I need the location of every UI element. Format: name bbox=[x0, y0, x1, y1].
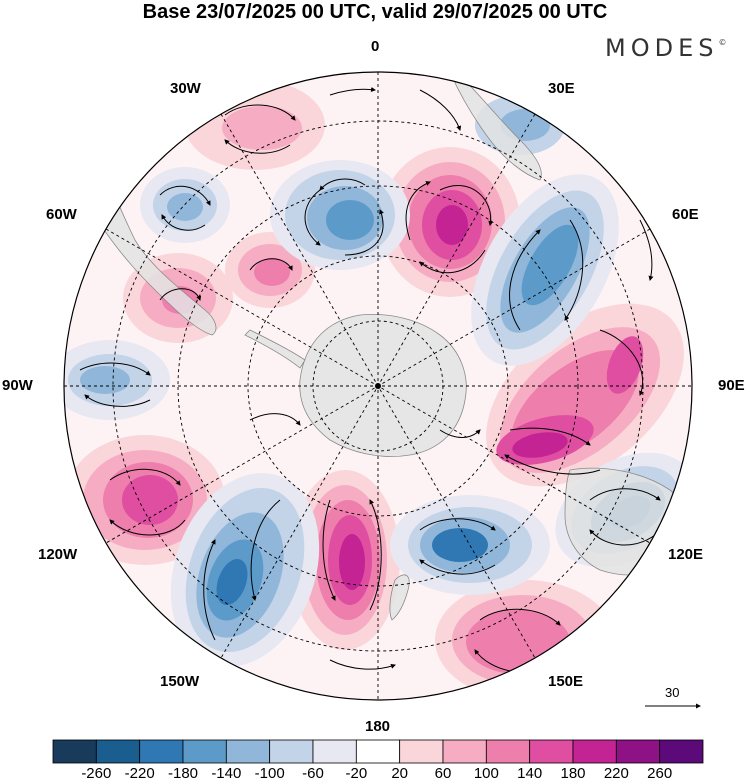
lon-label-30e: 30E bbox=[548, 80, 575, 97]
lon-label-60w: 60W bbox=[46, 206, 77, 223]
new-zealand bbox=[389, 574, 410, 621]
colorbar-label: -220 bbox=[124, 765, 155, 782]
colorbar-swatch-6 bbox=[312, 739, 357, 764]
africa bbox=[449, 72, 542, 181]
lon-label-90e: 90E bbox=[718, 377, 745, 394]
colorbar-swatch-7 bbox=[355, 739, 401, 764]
colorbar-label: 180 bbox=[560, 765, 586, 782]
positive-anomaly-0e-sector bbox=[380, 147, 520, 297]
antarctica bbox=[299, 314, 467, 457]
colorbar-swatch-9 bbox=[442, 739, 487, 764]
colorbar-label: -20 bbox=[345, 765, 368, 782]
map-frame bbox=[63, 71, 693, 701]
lon-label-180: 180 bbox=[365, 718, 391, 735]
colorbar-label: 140 bbox=[517, 765, 543, 782]
reference-vector-label: 30 bbox=[665, 685, 680, 700]
lon-label-0: 0 bbox=[371, 38, 380, 55]
colorbar-label: -100 bbox=[254, 765, 285, 782]
colorbar-swatch-8 bbox=[399, 739, 444, 764]
colorbar-label: -260 bbox=[81, 765, 112, 782]
colorbar-swatch-13 bbox=[615, 739, 661, 764]
colorbar-label: 100 bbox=[473, 765, 499, 782]
lon-label-120w: 120W bbox=[38, 546, 78, 563]
chart-title: Base 23/07/2025 00 UTC, valid 29/07/2025… bbox=[142, 1, 608, 23]
lon-label-30w: 30W bbox=[170, 80, 201, 97]
negative-anomaly-90w bbox=[64, 340, 170, 420]
colorbar-swatch-3 bbox=[182, 739, 227, 764]
colorbar-swatch-14 bbox=[659, 739, 704, 764]
colorbar-swatch-5 bbox=[269, 739, 314, 764]
colorbar-label: -180 bbox=[167, 765, 199, 782]
colorbar-swatch-4 bbox=[225, 739, 271, 764]
anomaly-field bbox=[64, 80, 692, 700]
colorbar-swatch-0 bbox=[52, 739, 97, 764]
lon-label-150e: 150E bbox=[548, 673, 584, 690]
negative-anomaly-0-sector bbox=[270, 160, 410, 270]
colorbar-label: 20 bbox=[391, 765, 408, 782]
lon-label-120e: 120E bbox=[668, 546, 704, 563]
lon-label-150w: 150W bbox=[160, 673, 200, 690]
modes-logo: MODES© bbox=[605, 34, 727, 62]
copyright-mark: © bbox=[718, 38, 727, 47]
colorbar-swatch-10 bbox=[485, 739, 531, 764]
colorbar-swatch-11 bbox=[529, 739, 574, 764]
colorbar-label: 60 bbox=[434, 765, 452, 782]
colorbar-label: -140 bbox=[211, 765, 242, 782]
colorbar-label: 220 bbox=[603, 765, 629, 782]
antarctic-peninsula bbox=[244, 329, 306, 369]
colorbar-swatch-2 bbox=[139, 739, 184, 764]
lon-label-90w: 90W bbox=[2, 377, 33, 394]
negative-anomaly-150w bbox=[170, 473, 320, 667]
colorbar-label: 260 bbox=[647, 765, 673, 782]
south-pole-marker bbox=[375, 383, 381, 389]
colorbar bbox=[52, 739, 704, 764]
colorbar-swatch-12 bbox=[572, 739, 617, 764]
wind-vectors bbox=[79, 86, 661, 674]
colorbar-label: -60 bbox=[302, 765, 324, 782]
negative-anomaly-45e bbox=[471, 174, 619, 366]
lon-label-60e: 60E bbox=[672, 206, 699, 223]
positive-anomaly-30w bbox=[185, 80, 325, 170]
negative-anomaly-45w bbox=[140, 167, 230, 243]
colorbar-swatch-1 bbox=[95, 739, 141, 764]
